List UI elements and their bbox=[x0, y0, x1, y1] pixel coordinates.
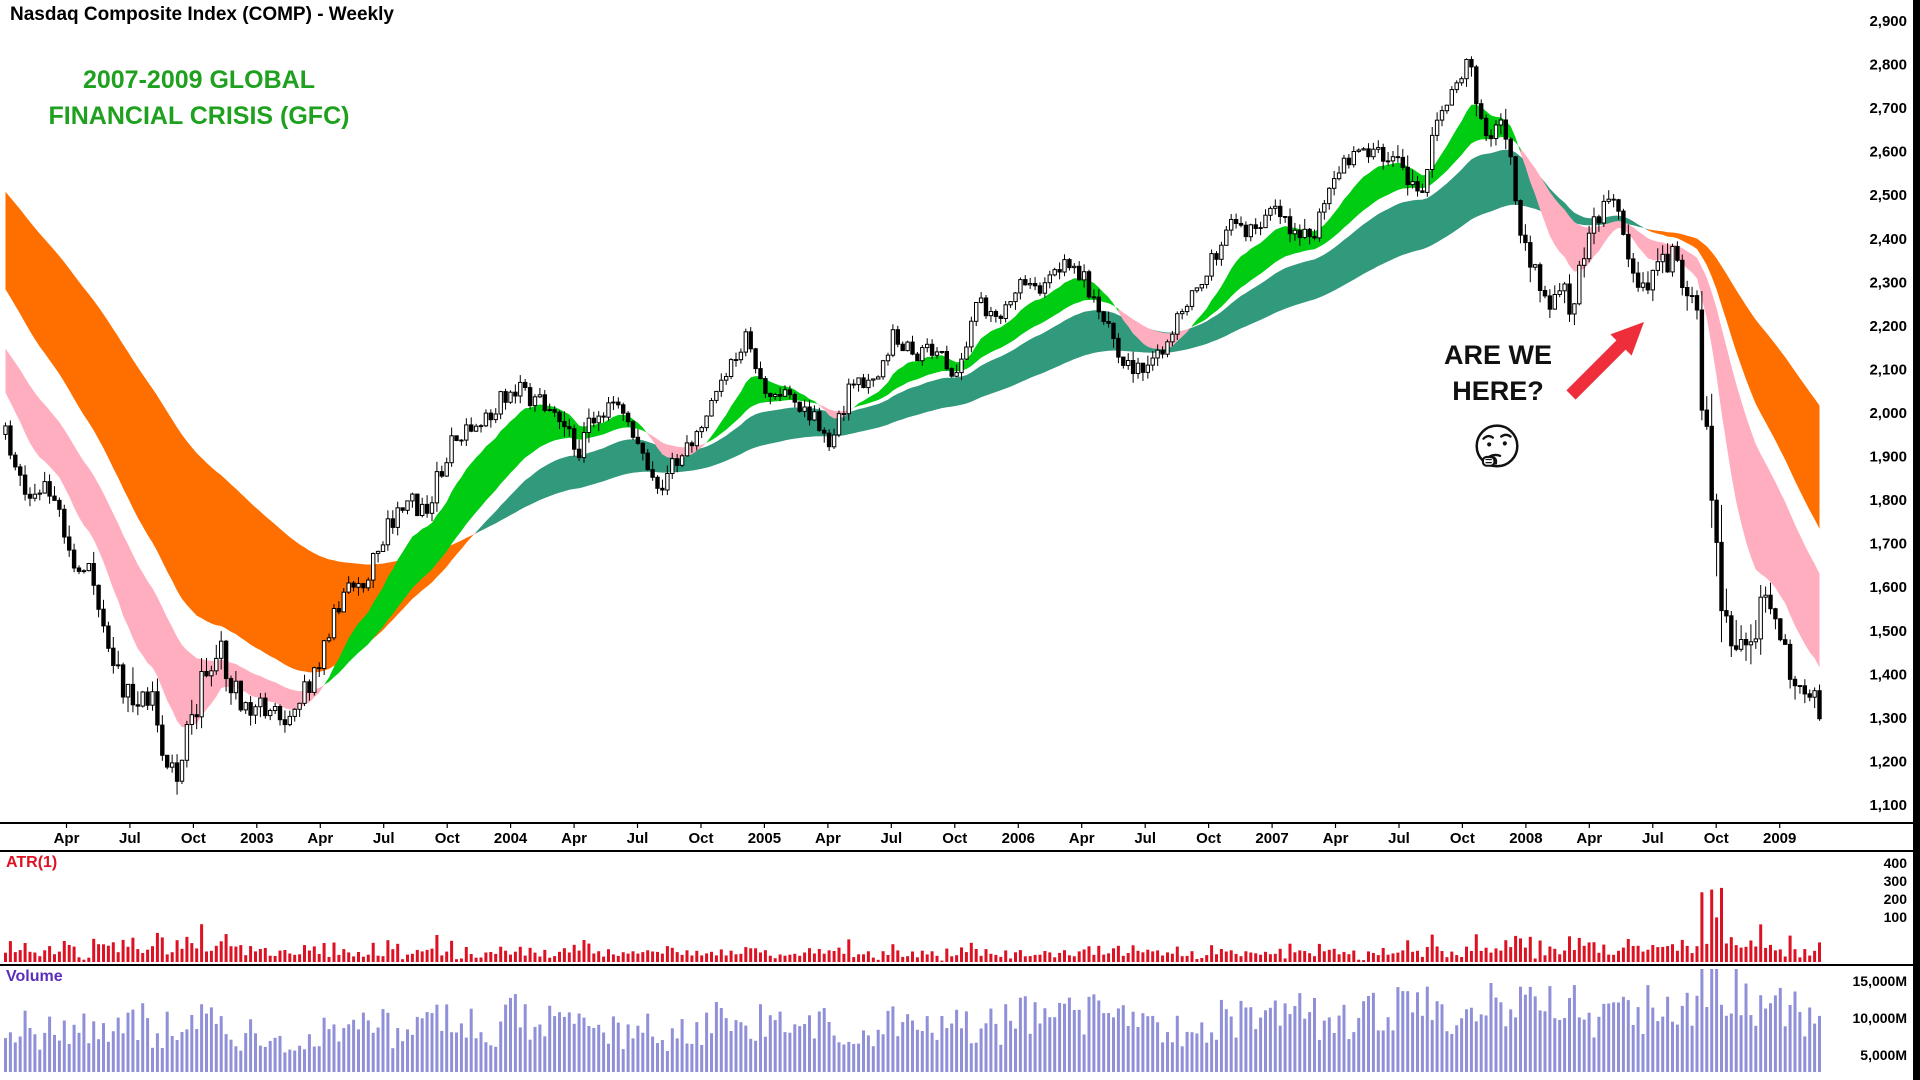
x-tick-label: Apr bbox=[307, 830, 333, 847]
price-tick-label: 1,400 bbox=[1869, 666, 1907, 683]
volume-panel-label: Volume bbox=[6, 968, 63, 985]
price-axis: 2,900 2,800 2,700 2,600 2,500 2,400 2,300 2,200… bbox=[1869, 13, 1907, 814]
price-tick-label: 2,200 bbox=[1869, 318, 1907, 335]
x-tick-label: Oct bbox=[1196, 830, 1221, 847]
x-tick-label: Jul bbox=[1388, 830, 1410, 847]
atr-axis: 400 300 200 100 bbox=[1884, 855, 1908, 925]
x-tick-label: Oct bbox=[942, 830, 967, 847]
gfc-annotation: 2007-2009 GLOBAL FINANCIAL CRISIS (GFC) bbox=[25, 62, 373, 135]
price-tick-label: 1,800 bbox=[1869, 492, 1907, 509]
x-tick-label: Jul bbox=[119, 830, 141, 847]
candlestick-series bbox=[3, 56, 1822, 795]
x-tick-label: Oct bbox=[1704, 830, 1729, 847]
atr-tick-label: 400 bbox=[1884, 855, 1908, 871]
x-tick-label: Oct bbox=[1450, 830, 1475, 847]
are-we-here-line1: ARE WE bbox=[1444, 340, 1552, 370]
x-tick-label: Oct bbox=[435, 830, 460, 847]
price-tick-label: 1,100 bbox=[1869, 797, 1907, 814]
are-we-here-line2: HERE? bbox=[1452, 375, 1544, 406]
volume-series bbox=[4, 969, 1821, 1072]
thinking-face-icon bbox=[1475, 424, 1519, 468]
x-tick-label: 2007 bbox=[1255, 830, 1288, 847]
price-tick-label: 2,100 bbox=[1869, 361, 1907, 378]
volume-tick-label: 15,000M bbox=[1853, 973, 1907, 989]
chart-title: Nasdaq Composite Index (COMP) - Weekly bbox=[10, 4, 394, 25]
price-tick-label: 2,600 bbox=[1869, 144, 1907, 161]
x-tick-label: Jul bbox=[1642, 830, 1664, 847]
price-tick-label: 1,700 bbox=[1869, 536, 1907, 553]
x-tick-label: 2005 bbox=[748, 830, 781, 847]
x-tick-label: Apr bbox=[1576, 830, 1602, 847]
x-tick-label: Jul bbox=[880, 830, 902, 847]
price-tick-label: 1,200 bbox=[1869, 753, 1907, 770]
x-tick-label: Jul bbox=[627, 830, 649, 847]
gfc-annotation-line2: FINANCIAL CRISIS (GFC) bbox=[48, 102, 350, 131]
are-we-here-annotation: ARE WE HERE? bbox=[1394, 338, 1602, 409]
x-tick-label: 2008 bbox=[1509, 830, 1542, 847]
x-tick-label: Jul bbox=[373, 830, 395, 847]
price-tick-label: 1,500 bbox=[1869, 623, 1907, 640]
x-tick-label: Apr bbox=[815, 830, 841, 847]
price-tick-label: 1,300 bbox=[1869, 710, 1907, 727]
x-tick-label: 2004 bbox=[494, 830, 528, 847]
x-tick-label: Apr bbox=[1323, 830, 1349, 847]
x-axis: Apr Jul Oct 2003 Apr Jul Oct 2004 Apr Jul Oct 2005 A… bbox=[54, 824, 1796, 847]
atr-tick-label: 100 bbox=[1884, 909, 1908, 925]
x-tick-label: Apr bbox=[1069, 830, 1095, 847]
slow-ema-cloud bbox=[5, 149, 1820, 673]
x-tick-label: 2006 bbox=[1002, 830, 1035, 847]
x-tick-label: Oct bbox=[181, 830, 206, 847]
price-tick-label: 2,500 bbox=[1869, 187, 1907, 204]
gfc-annotation-line1: 2007-2009 GLOBAL bbox=[82, 66, 316, 94]
window-edge-strip[interactable] bbox=[1913, 0, 1920, 1080]
x-tick-label: Jul bbox=[1134, 830, 1156, 847]
x-tick-label: 2003 bbox=[240, 830, 273, 847]
price-tick-label: 1,900 bbox=[1869, 449, 1907, 466]
volume-tick-label: 10,000M bbox=[1853, 1010, 1907, 1026]
volume-axis: 15,000M 10,000M 5,000M bbox=[1853, 973, 1907, 1063]
price-tick-label: 2,800 bbox=[1869, 57, 1907, 74]
price-tick-label: 2,900 bbox=[1869, 13, 1907, 30]
atr-tick-label: 300 bbox=[1884, 873, 1908, 889]
price-tick-label: 2,000 bbox=[1869, 405, 1907, 422]
atr-series bbox=[4, 887, 1821, 962]
price-tick-label: 2,300 bbox=[1869, 274, 1907, 291]
price-tick-label: 1,600 bbox=[1869, 579, 1907, 596]
price-tick-label: 2,700 bbox=[1869, 100, 1907, 117]
x-tick-label: Apr bbox=[561, 830, 587, 847]
x-tick-label: 2009 bbox=[1763, 830, 1796, 847]
atr-tick-label: 200 bbox=[1884, 891, 1908, 907]
atr-panel-label: ATR(1) bbox=[6, 854, 58, 871]
x-tick-label: Apr bbox=[54, 830, 80, 847]
x-tick-label: Oct bbox=[688, 830, 713, 847]
trend-arrow-icon bbox=[1566, 322, 1644, 400]
volume-tick-label: 5,000M bbox=[1860, 1047, 1907, 1063]
price-tick-label: 2,400 bbox=[1869, 231, 1907, 248]
